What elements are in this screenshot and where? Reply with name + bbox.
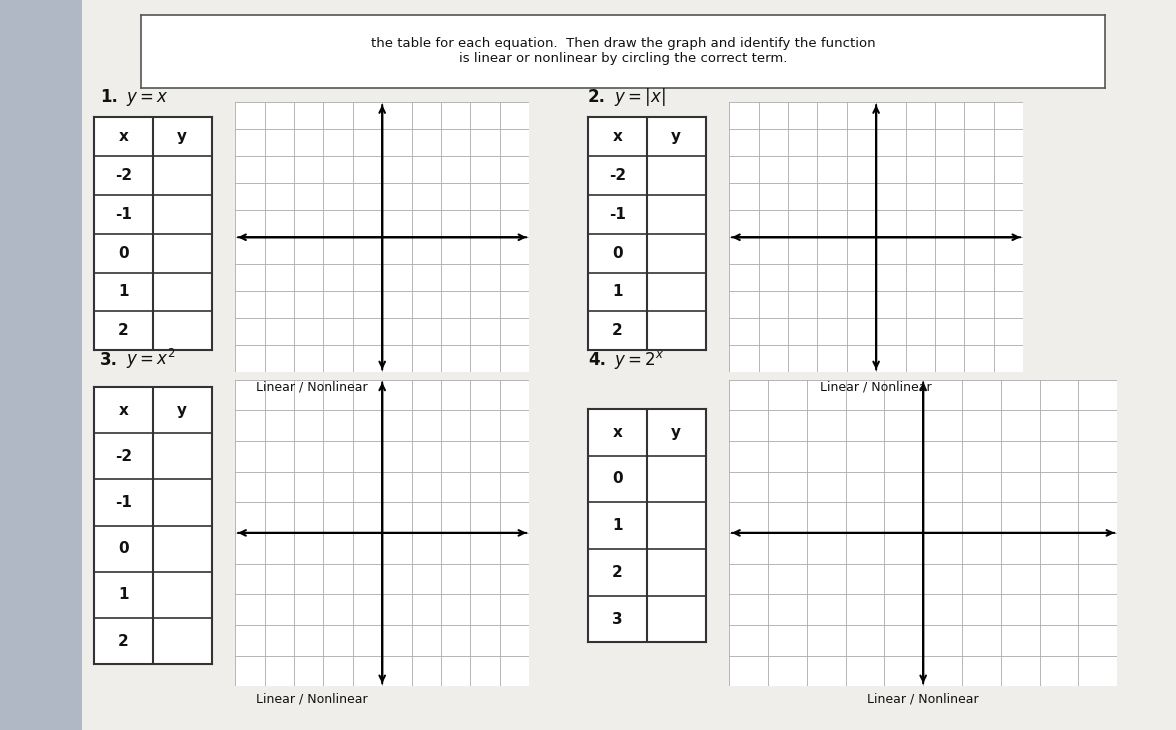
Text: x: x — [119, 402, 128, 418]
Text: 4.: 4. — [588, 351, 606, 369]
Text: -2: -2 — [115, 449, 132, 464]
Text: 1.: 1. — [100, 88, 118, 106]
Text: y: y — [178, 128, 187, 144]
Text: x: x — [119, 128, 128, 144]
Text: 1: 1 — [613, 285, 622, 299]
Text: -2: -2 — [115, 168, 132, 182]
Text: y: y — [178, 402, 187, 418]
Text: 3.: 3. — [100, 351, 118, 369]
Text: the table for each equation.  Then draw the graph and identify the function
is l: the table for each equation. Then draw t… — [370, 37, 876, 65]
Text: 0: 0 — [118, 541, 129, 556]
Text: -1: -1 — [115, 495, 132, 510]
Text: x: x — [613, 425, 622, 439]
Text: 1: 1 — [613, 518, 622, 533]
Text: y: y — [671, 425, 681, 439]
Text: Linear / Nonlinear: Linear / Nonlinear — [256, 692, 367, 705]
Text: 2: 2 — [118, 634, 129, 649]
Text: $y=x$: $y=x$ — [126, 91, 168, 108]
Text: 0: 0 — [118, 245, 129, 261]
Text: Linear / Nonlinear: Linear / Nonlinear — [256, 380, 367, 393]
Text: $y=2^x$: $y=2^x$ — [614, 349, 664, 371]
Text: -2: -2 — [609, 168, 626, 182]
Text: -1: -1 — [609, 207, 626, 222]
Text: x: x — [613, 128, 622, 144]
Text: -1: -1 — [115, 207, 132, 222]
Text: 2: 2 — [118, 323, 129, 339]
Text: 0: 0 — [612, 245, 623, 261]
Text: Linear / Nonlinear: Linear / Nonlinear — [821, 380, 931, 393]
Text: 3: 3 — [612, 612, 623, 626]
Text: y: y — [671, 128, 681, 144]
Text: $y=x^2$: $y=x^2$ — [126, 347, 175, 371]
Text: Linear / Nonlinear: Linear / Nonlinear — [868, 692, 978, 705]
Text: 1: 1 — [119, 285, 128, 299]
Text: 2.: 2. — [588, 88, 606, 106]
Text: 2: 2 — [612, 323, 623, 339]
Text: 1: 1 — [119, 588, 128, 602]
Text: 0: 0 — [612, 472, 623, 486]
Text: $y=|x|$: $y=|x|$ — [614, 86, 666, 108]
Text: 2: 2 — [612, 565, 623, 580]
